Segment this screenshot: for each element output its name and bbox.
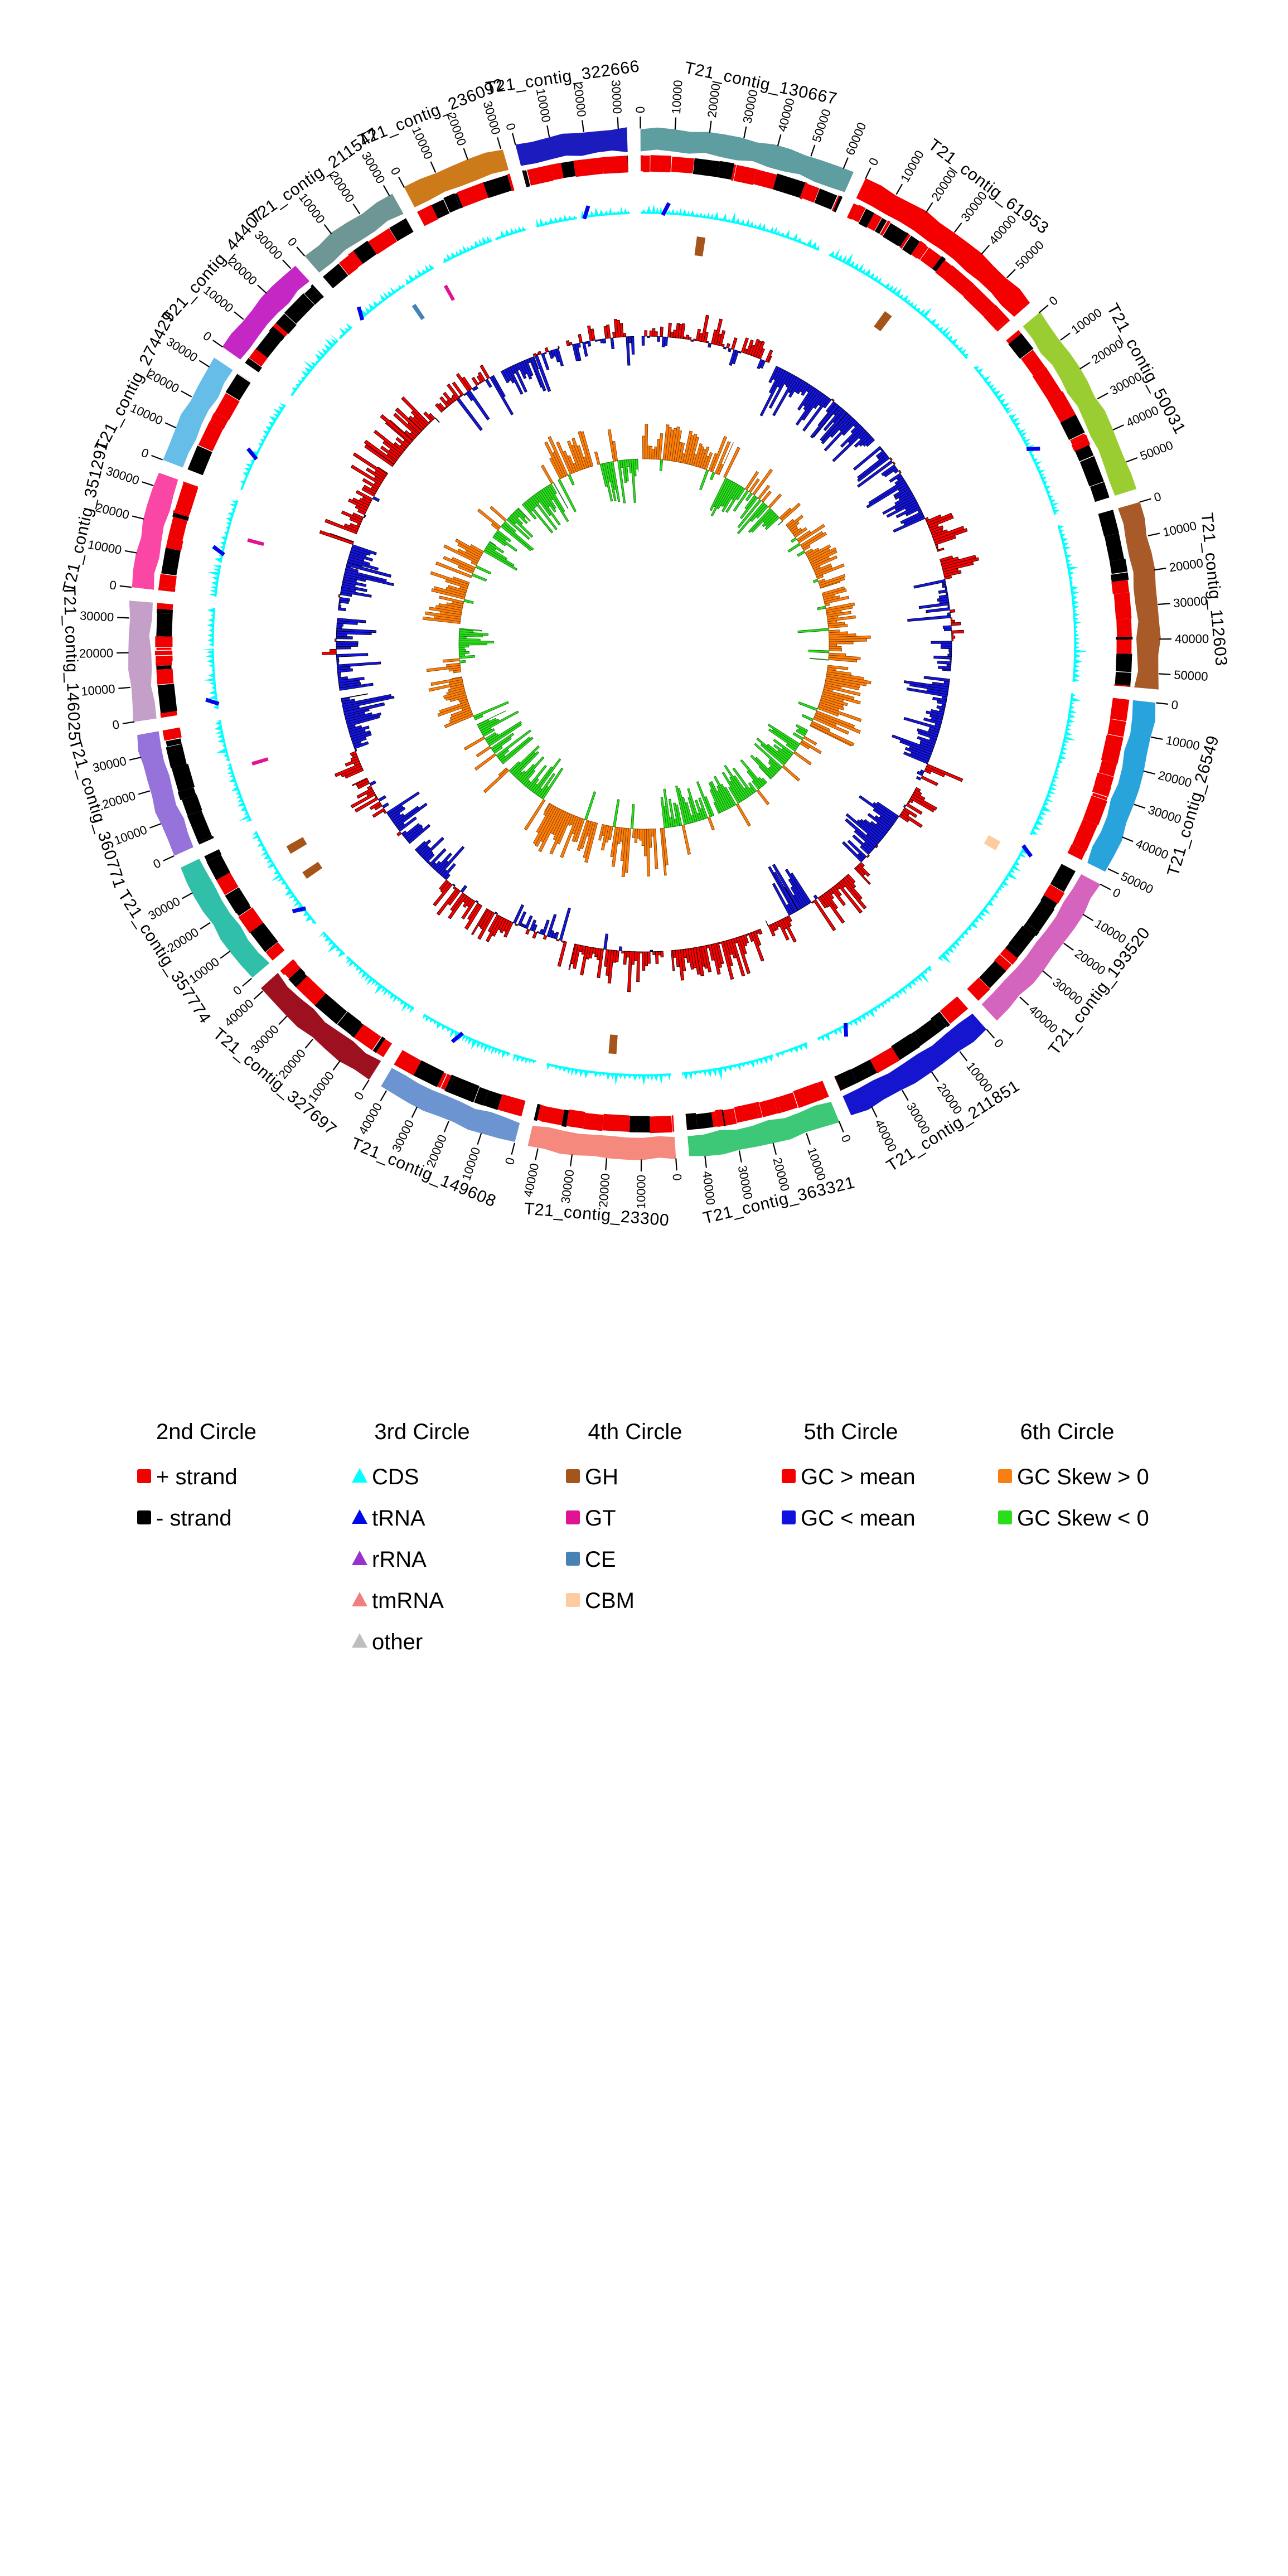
svg-text:other: other [372, 1630, 423, 1654]
svg-text:0: 0 [633, 106, 647, 113]
svg-text:tmRNA: tmRNA [372, 1589, 444, 1613]
svg-text:6th Circle: 6th Circle [1020, 1420, 1115, 1444]
svg-text:0: 0 [112, 717, 120, 732]
svg-text:GC Skew < 0: GC Skew < 0 [1017, 1506, 1149, 1531]
svg-text:CBM: CBM [585, 1589, 635, 1613]
svg-text:3rd Circle: 3rd Circle [374, 1420, 469, 1444]
svg-text:2nd Circle: 2nd Circle [156, 1420, 256, 1444]
svg-text:10000: 10000 [669, 80, 685, 115]
svg-text:50000: 50000 [1174, 668, 1209, 684]
svg-text:30000: 30000 [1173, 594, 1208, 611]
svg-text:30000: 30000 [609, 79, 624, 114]
svg-text:tRNA: tRNA [372, 1506, 425, 1531]
svg-text:4th Circle: 4th Circle [588, 1420, 682, 1444]
svg-text:GH: GH [585, 1465, 618, 1489]
svg-text:0: 0 [503, 122, 518, 132]
svg-text:0: 0 [109, 578, 117, 592]
svg-text:40000: 40000 [1175, 632, 1209, 646]
svg-text:GC Skew > 0: GC Skew > 0 [1017, 1465, 1149, 1489]
svg-text:10000: 10000 [80, 682, 115, 699]
svg-text:20000: 20000 [596, 1173, 612, 1208]
svg-text:- strand: - strand [156, 1506, 232, 1531]
svg-text:rRNA: rRNA [372, 1547, 427, 1572]
svg-text:0: 0 [502, 1156, 517, 1166]
svg-text:CDS: CDS [372, 1465, 419, 1489]
svg-text:10000: 10000 [634, 1175, 648, 1209]
svg-text:CE: CE [585, 1547, 616, 1572]
svg-text:20000: 20000 [79, 646, 114, 661]
svg-text:GT: GT [585, 1506, 616, 1531]
svg-text:GC < mean: GC < mean [801, 1506, 916, 1531]
svg-text:30000: 30000 [79, 608, 114, 624]
svg-text:GC > mean: GC > mean [801, 1465, 916, 1489]
svg-text:+ strand: + strand [156, 1465, 238, 1489]
svg-text:0: 0 [1170, 698, 1179, 712]
svg-text:5th Circle: 5th Circle [804, 1420, 898, 1444]
svg-text:0: 0 [670, 1173, 685, 1181]
